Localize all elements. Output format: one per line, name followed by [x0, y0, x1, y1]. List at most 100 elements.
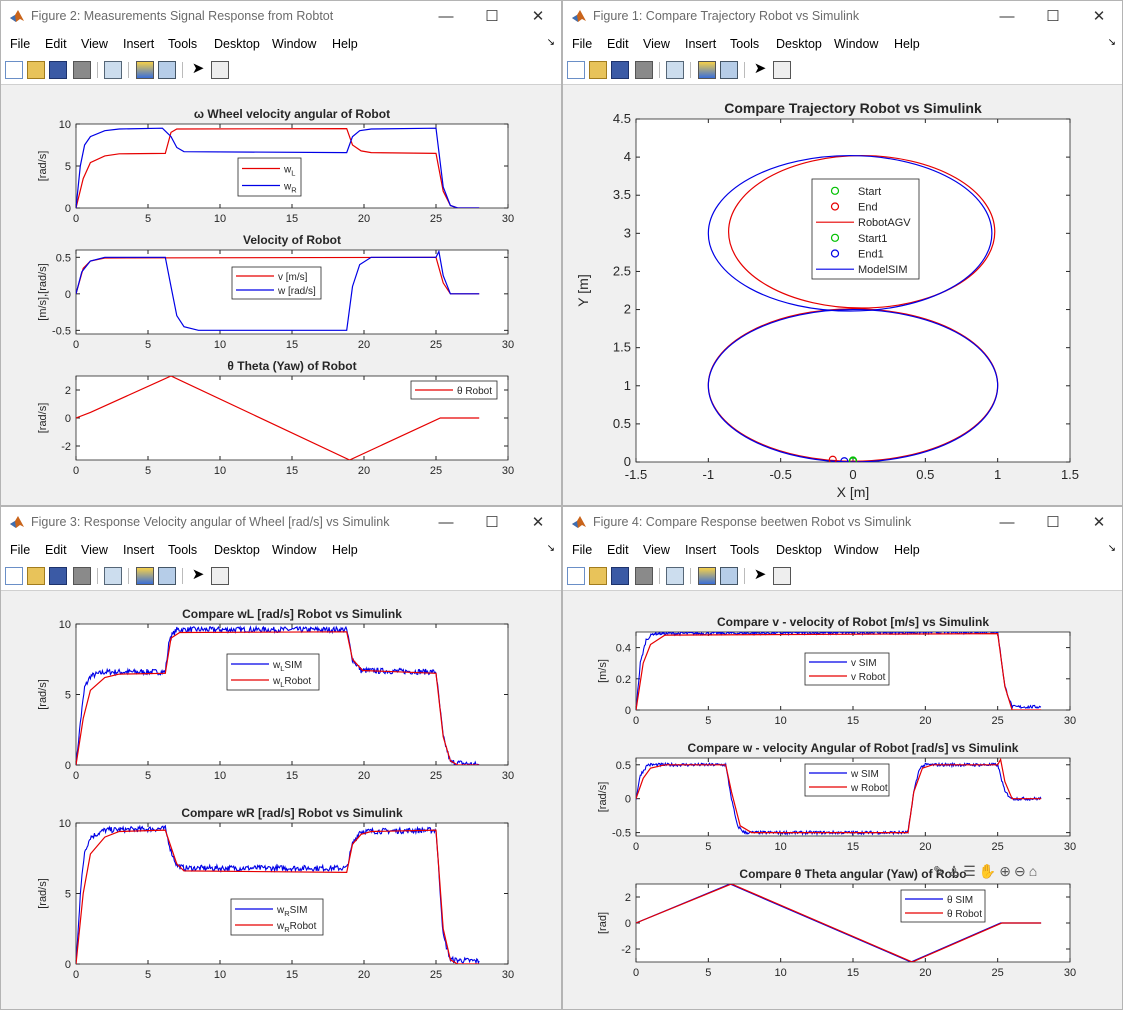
menu-view[interactable]: View [81, 543, 108, 557]
menu-help[interactable]: Help [894, 543, 920, 557]
menu-window[interactable]: Window [272, 543, 317, 557]
legend-icon[interactable] [720, 567, 738, 585]
menu-help[interactable]: Help [332, 543, 358, 557]
menu-window[interactable]: Window [272, 37, 317, 51]
figure-canvas[interactable]: Compare v - velocity of Robot [m/s] vs S… [563, 591, 1122, 1009]
legend-icon[interactable] [158, 61, 176, 79]
pan-hand-icon[interactable]: ✋ [978, 863, 1000, 879]
open-file-icon[interactable] [27, 61, 45, 79]
menu-edit[interactable]: Edit [45, 37, 67, 51]
title-bar[interactable]: Figure 1: Compare Trajectory Robot vs Si… [563, 1, 1122, 32]
minimize-button[interactable]: — [438, 8, 454, 25]
open-file-icon[interactable] [589, 567, 607, 585]
menu-overflow-icon[interactable]: ↘ [546, 37, 555, 48]
link-plot-icon[interactable] [666, 61, 684, 79]
print-icon[interactable] [635, 567, 653, 585]
maximize-button[interactable]: ☐ [1046, 8, 1060, 25]
menu-insert[interactable]: Insert [123, 543, 155, 557]
menu-view[interactable]: View [643, 37, 670, 51]
print-icon[interactable] [635, 61, 653, 79]
legend-icon[interactable] [720, 61, 738, 79]
save-icon[interactable] [49, 61, 67, 79]
minimize-button[interactable]: — [999, 8, 1015, 25]
property-inspector-icon[interactable] [773, 567, 791, 585]
link-plot-icon[interactable] [104, 61, 122, 79]
figure-canvas[interactable]: ω Wheel velocity angular of Robot 0 5 10 15 2… [1, 85, 561, 505]
zoom-in-icon[interactable]: ⊕ [999, 863, 1015, 879]
pointer-arrow-icon[interactable]: ➤ [753, 566, 767, 583]
menu-help[interactable]: Help [894, 37, 920, 51]
title-bar[interactable]: Figure 2: Measurements Signal Response f… [1, 1, 561, 32]
menu-file[interactable]: File [10, 543, 31, 557]
colorbar-icon[interactable] [698, 61, 716, 79]
menu-desktop[interactable]: Desktop [214, 37, 260, 51]
new-figure-icon[interactable] [5, 567, 23, 585]
title-bar[interactable]: Figure 4: Compare Response beetwen Robot… [563, 507, 1122, 538]
title-bar[interactable]: Figure 3: Response Velocity angular of W… [1, 507, 561, 538]
export-icon[interactable]: ☰ [963, 863, 979, 879]
link-plot-icon[interactable] [666, 567, 684, 585]
menu-window[interactable]: Window [834, 543, 879, 557]
menu-tools[interactable]: Tools [168, 37, 198, 51]
menu-desktop[interactable]: Desktop [776, 37, 822, 51]
new-figure-icon[interactable] [567, 567, 585, 585]
close-button[interactable]: ✕ [1092, 514, 1106, 531]
menu-tools[interactable]: Tools [730, 543, 760, 557]
menu-edit[interactable]: Edit [607, 37, 629, 51]
menu-help[interactable]: Help [332, 37, 358, 51]
pointer-arrow-icon[interactable]: ➤ [753, 60, 767, 77]
colorbar-icon[interactable] [136, 567, 154, 585]
property-inspector-icon[interactable] [773, 61, 791, 79]
menu-tools[interactable]: Tools [730, 37, 760, 51]
menu-insert[interactable]: Insert [685, 37, 717, 51]
print-icon[interactable] [73, 61, 91, 79]
save-icon[interactable] [611, 61, 629, 79]
menu-desktop[interactable]: Desktop [214, 543, 260, 557]
maximize-button[interactable]: ☐ [485, 514, 499, 531]
minimize-button[interactable]: — [438, 514, 454, 531]
link-plot-icon[interactable] [104, 567, 122, 585]
figure-2-window[interactable]: Figure 2: Measurements Signal Response f… [0, 0, 562, 506]
close-button[interactable]: ✕ [531, 514, 545, 531]
figure-1-window[interactable]: Figure 1: Compare Trajectory Robot vs Si… [562, 0, 1123, 506]
data-tips-icon[interactable]: ♙ [947, 863, 964, 879]
close-button[interactable]: ✕ [531, 8, 545, 25]
zoom-out-icon[interactable]: ⊖ [1014, 863, 1029, 879]
property-inspector-icon[interactable] [211, 567, 229, 585]
menu-overflow-icon[interactable]: ↘ [1107, 37, 1116, 48]
menu-file[interactable]: File [572, 37, 593, 51]
brush-icon[interactable]: ✎ [933, 863, 948, 879]
figure-axes-area[interactable]: ω Wheel velocity angular of Robot 0 5 10 15 2… [1, 85, 562, 506]
colorbar-icon[interactable] [136, 61, 154, 79]
property-inspector-icon[interactable] [211, 61, 229, 79]
figure-axes-area[interactable]: Compare Trajectory Robot vs Simulink -1.5… [563, 85, 1123, 506]
new-figure-icon[interactable] [567, 61, 585, 79]
figure-axes-area[interactable]: Compare v - velocity of Robot [m/s] vs S… [563, 591, 1123, 1010]
menu-edit[interactable]: Edit [45, 543, 67, 557]
menu-file[interactable]: File [572, 543, 593, 557]
maximize-button[interactable]: ☐ [1046, 514, 1060, 531]
save-icon[interactable] [611, 567, 629, 585]
figure-3-window[interactable]: Figure 3: Response Velocity angular of W… [0, 506, 562, 1010]
open-file-icon[interactable] [27, 567, 45, 585]
maximize-button[interactable]: ☐ [485, 8, 499, 25]
print-icon[interactable] [73, 567, 91, 585]
menu-window[interactable]: Window [834, 37, 879, 51]
legend-icon[interactable] [158, 567, 176, 585]
figure-4-window[interactable]: Figure 4: Compare Response beetwen Robot… [562, 506, 1123, 1010]
menu-view[interactable]: View [643, 543, 670, 557]
menu-edit[interactable]: Edit [607, 543, 629, 557]
menu-tools[interactable]: Tools [168, 543, 198, 557]
menu-overflow-icon[interactable]: ↘ [1107, 543, 1116, 554]
pointer-arrow-icon[interactable]: ➤ [191, 566, 205, 583]
save-icon[interactable] [49, 567, 67, 585]
menu-file[interactable]: File [10, 37, 31, 51]
colorbar-icon[interactable] [698, 567, 716, 585]
open-file-icon[interactable] [589, 61, 607, 79]
new-figure-icon[interactable] [5, 61, 23, 79]
figure-canvas[interactable]: Compare Trajectory Robot vs Simulink -1.5… [563, 85, 1122, 505]
pointer-arrow-icon[interactable]: ➤ [191, 60, 205, 77]
close-button[interactable]: ✕ [1092, 8, 1106, 25]
menu-insert[interactable]: Insert [685, 543, 717, 557]
figure-canvas[interactable]: Compare wL [rad/s] Robot vs Simulink 0 5 10… [1, 591, 561, 1009]
